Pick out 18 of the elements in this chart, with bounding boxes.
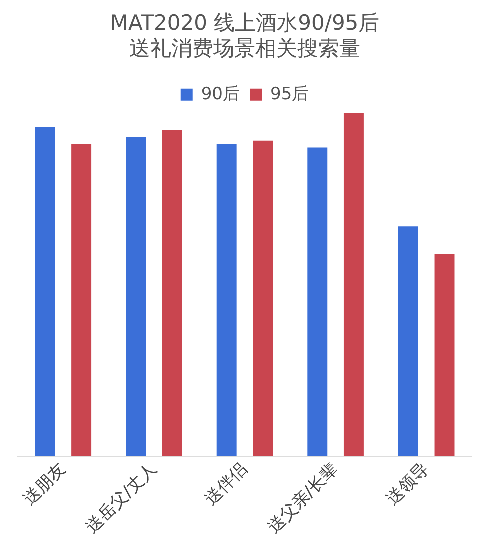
bar	[162, 130, 182, 456]
x-tick-label: 送伴侣	[201, 459, 252, 510]
bar	[398, 226, 418, 456]
bar	[126, 137, 146, 456]
x-tick-label: 送父亲/长辈	[264, 459, 342, 538]
bar	[253, 140, 274, 456]
x-tick-label: 送领导	[383, 459, 434, 510]
x-tick-label: 送岳父/丈人	[82, 459, 161, 538]
x-tick-label: 送朋友	[20, 459, 70, 510]
legend-label: 90后	[201, 84, 240, 104]
bar	[35, 127, 56, 456]
bar	[344, 113, 364, 456]
legend-label: 95后	[270, 84, 310, 104]
bar	[308, 148, 328, 456]
chart-title: MAT2020 线上酒水90/95后送礼消费场景相关搜索量	[110, 11, 380, 60]
bar	[434, 254, 455, 456]
bar	[72, 144, 92, 456]
bar	[216, 144, 237, 456]
